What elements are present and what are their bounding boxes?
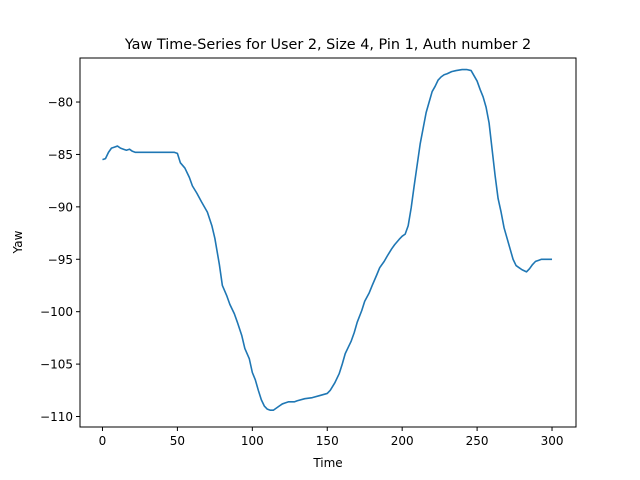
x-tick-label: 0 xyxy=(99,434,107,448)
x-tick-label: 250 xyxy=(466,434,489,448)
x-tick-label: 150 xyxy=(316,434,339,448)
y-tick-label: −90 xyxy=(48,200,73,214)
y-axis-label: Yaw xyxy=(11,230,25,254)
y-tick-label: −100 xyxy=(40,305,73,319)
y-tick-label: −80 xyxy=(48,96,73,110)
yaw-series-line xyxy=(102,68,553,412)
x-axis-label: Time xyxy=(312,456,342,470)
x-axis: 0 50 100 150 200 250 300 xyxy=(99,427,564,448)
y-tick-label: −105 xyxy=(40,358,73,372)
y-tick-label: −85 xyxy=(48,148,73,162)
y-axis: −110 −105 −100 −95 −90 −85 −80 xyxy=(40,96,80,424)
x-tick-label: 300 xyxy=(541,434,564,448)
x-tick-label: 50 xyxy=(170,434,185,448)
plot-frame xyxy=(79,57,577,428)
x-tick-label: 100 xyxy=(241,434,264,448)
plot-area xyxy=(102,68,553,412)
y-tick-label: −95 xyxy=(48,253,73,267)
x-tick-label: 200 xyxy=(391,434,414,448)
chart-title: Yaw Time-Series for User 2, Size 4, Pin … xyxy=(124,37,531,53)
y-tick-label: −110 xyxy=(40,410,73,424)
